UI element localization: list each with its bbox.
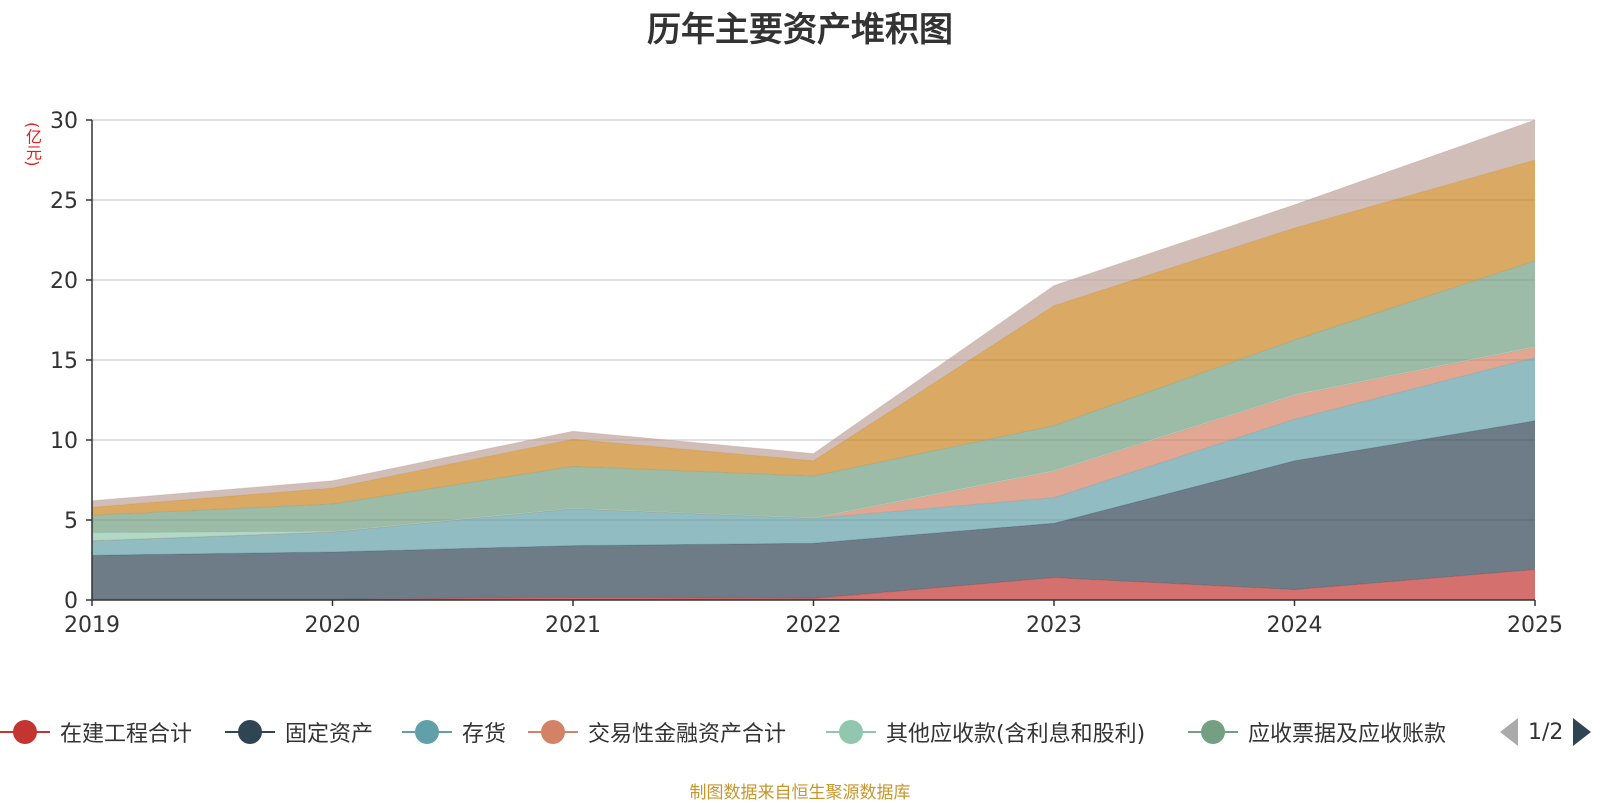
legend-pager: 1/2 xyxy=(1500,718,1592,746)
y-tick-label: 10 xyxy=(50,429,78,454)
area-series-1 xyxy=(92,569,1535,600)
y-tick-label: 5 xyxy=(64,509,78,534)
series-line-8 xyxy=(91,119,1536,502)
x-tick-label: 2025 xyxy=(1507,613,1563,638)
legend-prev-page-icon[interactable] xyxy=(1500,718,1518,746)
y-tick-label: 15 xyxy=(50,349,78,374)
legend-next-page-icon[interactable] xyxy=(1573,718,1592,746)
x-tick-label: 2021 xyxy=(545,613,601,638)
legend-label: 交易性金融资产合计 xyxy=(588,722,787,747)
x-tick-label: 2024 xyxy=(1267,613,1323,638)
legend: 在建工程合计 固定资产 存货 交易性金融资产合计 其他应收款(含利息和股利) 应收票据及应… xyxy=(0,712,1600,752)
legend-label: 在建工程合计 xyxy=(60,722,193,747)
legend-marker-icon xyxy=(225,719,275,745)
y-tick-label: 30 xyxy=(50,109,78,134)
legend-page-indicator: 1/2 xyxy=(1528,719,1564,745)
legend-label: 存货 xyxy=(462,722,507,747)
legend-label: 固定资产 xyxy=(285,722,374,747)
legend-item[interactable]: 固定资产 xyxy=(225,712,373,752)
area-series-2 xyxy=(92,420,1535,600)
y-axis-unit-label: (亿元) xyxy=(23,122,42,167)
legend-item[interactable]: 其他应收款(含利息和股利) xyxy=(826,712,1145,752)
legend-marker-icon xyxy=(402,719,452,745)
area-series-7 xyxy=(92,160,1535,516)
legend-marker-icon xyxy=(528,719,578,745)
x-tick-label: 2022 xyxy=(786,613,842,638)
data-source-note: 制图数据来自恒生聚源数据库 xyxy=(689,783,911,803)
x-tick-label: 2023 xyxy=(1026,613,1082,638)
area-series xyxy=(91,119,1536,600)
legend-item[interactable]: 在建工程合计 xyxy=(0,712,192,752)
y-tick-label: 20 xyxy=(50,269,78,294)
legend-item[interactable]: 交易性金融资产合计 xyxy=(528,712,786,752)
y-tick-label: 0 xyxy=(64,589,78,614)
legend-item[interactable]: 应收票据及应收账款 xyxy=(1188,712,1446,752)
legend-label: 应收票据及应收账款 xyxy=(1248,722,1447,747)
legend-item[interactable]: 存货 xyxy=(402,712,506,752)
legend-marker-icon xyxy=(1188,719,1238,745)
x-tick-label: 2020 xyxy=(305,613,361,638)
legend-marker-icon xyxy=(0,719,50,745)
chart-title: 历年主要资产堆积图 xyxy=(647,10,953,50)
x-tick-label: 2019 xyxy=(64,613,120,638)
area-series-3 xyxy=(92,357,1535,556)
area-series-6 xyxy=(92,260,1535,533)
y-tick-label: 25 xyxy=(50,189,78,214)
legend-label: 其他应收款(含利息和股利) xyxy=(886,722,1146,747)
legend-marker-icon xyxy=(826,719,876,745)
